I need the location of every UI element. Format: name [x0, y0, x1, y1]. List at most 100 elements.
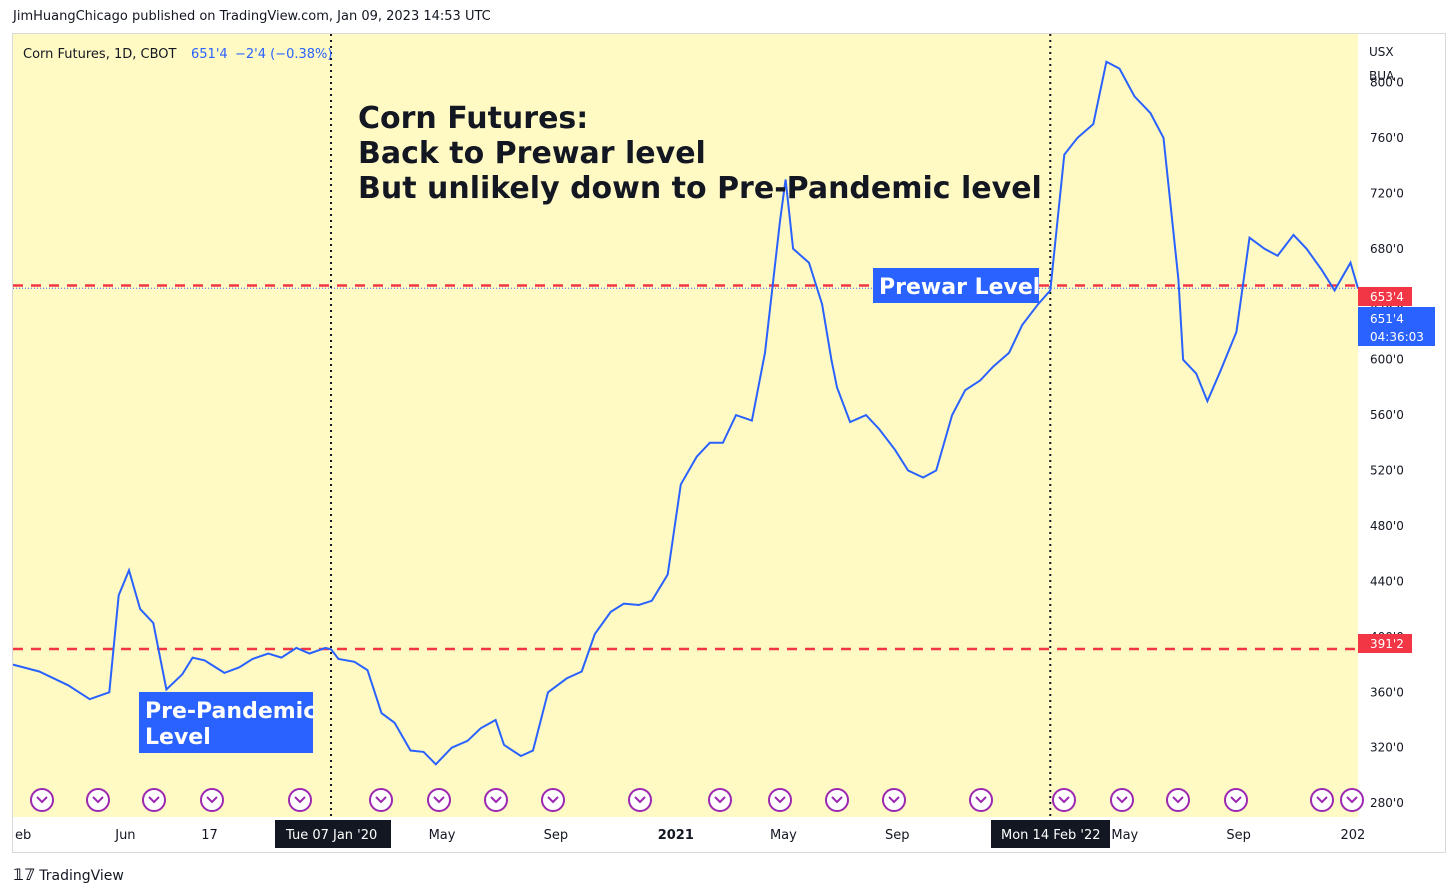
event-chevron	[831, 796, 843, 804]
time-tick-label: Sep	[1226, 828, 1251, 843]
event-marker-icon	[708, 788, 732, 812]
event-chevron	[1172, 796, 1184, 804]
event-chevron	[206, 796, 218, 804]
price-scale[interactable]: USX BUA 800'0760'0720'0680'0640'0600'056…	[1358, 45, 1435, 810]
event-circle	[825, 788, 849, 812]
plot-area	[13, 34, 1358, 817]
event-circle	[1110, 788, 1134, 812]
event-marker-icon	[825, 788, 849, 812]
chart-frame	[12, 33, 1446, 853]
prepandemic-price-tag	[1358, 634, 1412, 653]
annotation-line-2: Back to Prewar level	[358, 136, 706, 171]
event-chevron	[294, 796, 306, 804]
price-tick-label: 480'0	[1370, 519, 1404, 533]
time-tick-label: Jun	[114, 828, 135, 843]
event-circle	[369, 788, 393, 812]
event-circle	[200, 788, 224, 812]
prepandemic-price-tag-text: 391'2	[1370, 637, 1404, 651]
price-tick-label: 560'0	[1370, 408, 1404, 422]
price-tick-label: 720'0	[1370, 186, 1404, 200]
event-marker-icon	[969, 788, 993, 812]
event-chevron	[1316, 796, 1328, 804]
event-chevron	[433, 796, 445, 804]
time-tick-label: May	[1111, 828, 1138, 843]
publisher-line: JimHuangChicago published on TradingView…	[13, 9, 491, 24]
last-price-tag-text: 651'4	[1370, 312, 1404, 326]
event-chevron	[714, 796, 726, 804]
time-tick-label: Sep	[885, 828, 910, 843]
price-tick-label: 360'0	[1370, 685, 1404, 699]
event-circle	[1166, 788, 1190, 812]
event-chevron	[975, 796, 987, 804]
countdown-text: 04:36:03	[1370, 330, 1424, 344]
price-tick-label: 320'0	[1370, 741, 1404, 755]
event-marker-icon	[1052, 788, 1076, 812]
price-tick-label: 520'0	[1370, 464, 1404, 478]
tradingview-logo-icon: 𝟙𝟟	[13, 865, 36, 884]
event-circle	[882, 788, 906, 812]
event-circle	[142, 788, 166, 812]
event-marker-icon	[200, 788, 224, 812]
footer-brand[interactable]: 𝟙𝟟 TradingView	[13, 865, 124, 884]
event-chevron	[1230, 796, 1242, 804]
event-chevron	[1058, 796, 1070, 804]
event-circle	[628, 788, 652, 812]
price-line	[12, 60, 1359, 766]
event-circle	[708, 788, 732, 812]
time-tick-label: 202	[1341, 828, 1366, 843]
event-circle	[768, 788, 792, 812]
event-circle	[484, 788, 508, 812]
prewar-label: Prewar Level	[879, 275, 1040, 300]
event-marker-icon	[142, 788, 166, 812]
event-marker-icon	[768, 788, 792, 812]
price-tick-label: 600'0	[1370, 353, 1404, 367]
event-circle	[86, 788, 110, 812]
prewar-label-box	[873, 268, 1039, 303]
price-tick-label: 280'0	[1370, 796, 1404, 810]
prepandemic-label-box	[139, 692, 313, 753]
event-chevron	[490, 796, 502, 804]
event-marker-icon	[541, 788, 565, 812]
symbol-change: −2'4 (−0.38%)	[235, 47, 332, 62]
event-chevron	[547, 796, 559, 804]
event-circle	[1310, 788, 1334, 812]
vertical-markers	[330, 34, 1052, 817]
price-scale-unit: BUA	[1369, 69, 1395, 83]
time-tick-label: eb	[15, 828, 31, 843]
annotation-line-3: But unlikely down to Pre-Pandemic level	[358, 171, 1042, 206]
time-tick-label: Sep	[544, 828, 569, 843]
time-marker-2: Mon 14 Feb '22	[1001, 828, 1100, 843]
annotation-line-1: Corn Futures:	[358, 101, 588, 136]
event-marker-icon	[1110, 788, 1134, 812]
time-marker-1-box	[275, 820, 391, 848]
event-marker-icon	[1340, 788, 1364, 812]
prepandemic-label-line-1: Pre-Pandemic	[145, 699, 316, 724]
event-chevron	[148, 796, 160, 804]
event-circle	[30, 788, 54, 812]
event-marker-icon	[369, 788, 393, 812]
time-marker-1: Tue 07 Jan '20	[285, 828, 377, 843]
prewar-price-tag	[1358, 287, 1412, 306]
event-marker-icon	[427, 788, 451, 812]
event-circle	[288, 788, 312, 812]
time-marker-2-box	[991, 820, 1110, 848]
event-marker-icon	[30, 788, 54, 812]
event-circle	[541, 788, 565, 812]
time-tick-label: May	[429, 828, 456, 843]
price-tick-label: 800'0	[1370, 76, 1404, 90]
event-circle	[1224, 788, 1248, 812]
event-chevron	[1116, 796, 1128, 804]
levels-layer	[13, 284, 1358, 651]
time-tick-label: May	[770, 828, 797, 843]
event-markers	[30, 788, 1364, 812]
event-chevron	[888, 796, 900, 804]
last-price-tag	[1358, 307, 1435, 346]
event-circle	[427, 788, 451, 812]
event-chevron	[1346, 796, 1358, 804]
event-marker-icon	[882, 788, 906, 812]
event-circle	[969, 788, 993, 812]
symbol-name: Corn Futures, 1D, CBOT	[23, 47, 177, 62]
price-tick-label: 680'0	[1370, 242, 1404, 256]
time-scale[interactable]: eb Jun 17 May Sep 2021 May Sep May Sep 202	[15, 828, 1365, 843]
